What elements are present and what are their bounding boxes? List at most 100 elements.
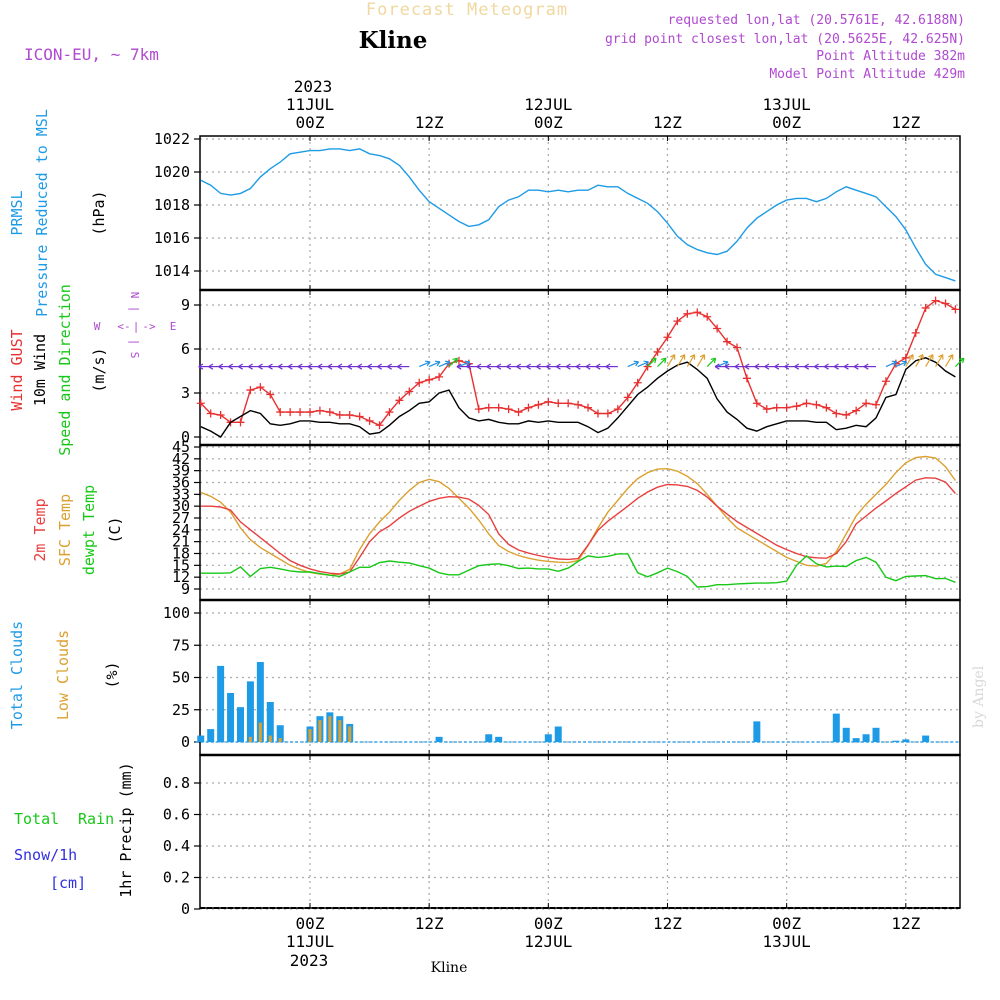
wind-gust-marker (514, 408, 523, 417)
wind-direction-arrowhead (938, 354, 944, 360)
ylabel-wind-gust: Wind GUST (8, 329, 26, 410)
wind-direction-arrowhead (327, 363, 333, 370)
wind-direction-arrowhead (387, 363, 392, 370)
wind-gust-marker (395, 396, 404, 405)
y-tick-label: 36 (172, 474, 190, 492)
ylabel-low-clouds: Low Clouds (54, 630, 72, 720)
pressure-line (200, 148, 956, 282)
wind-direction-arrowhead (679, 354, 686, 360)
wind-gust-marker (276, 408, 285, 417)
wind-gust-marker (574, 400, 583, 409)
ylabel-clouds-unit: (%) (103, 661, 121, 688)
wind-gust-marker (822, 403, 831, 412)
panel-frame (199, 135, 961, 291)
time-label-bottom-hour: 00Z (534, 914, 563, 933)
wind-direction-arrowhead (823, 363, 829, 370)
low-cloud-bar (308, 729, 312, 742)
wind-direction-arrowhead (297, 363, 303, 370)
time-label-top-hour: 00Z (534, 113, 563, 132)
wind-direction-arrowhead (660, 357, 667, 364)
total-cloud-bar (485, 734, 493, 742)
wind-direction-arrowhead (689, 354, 696, 360)
compass-arrow-left: <- (117, 320, 130, 333)
wind-direction-arrow (925, 354, 934, 367)
wind-gust-marker (564, 399, 573, 408)
wind-direction-arrowhead (754, 363, 760, 370)
wind-direction-arrowhead (218, 363, 224, 370)
y-tick-label: 25 (172, 701, 190, 719)
wind-direction-arrowhead (516, 363, 522, 370)
y-tick-label: 12 (172, 568, 190, 586)
credit-watermark: by Angel (971, 665, 987, 728)
wind-direction-arrowhead (228, 363, 234, 370)
total-cloud-bar (435, 736, 443, 742)
wind-direction-arrowhead (337, 363, 343, 370)
wind-gust-marker (653, 347, 662, 356)
compass-n: N (128, 292, 141, 299)
wind-gust-marker (613, 405, 622, 414)
time-label-top-hour: 00Z (772, 113, 801, 132)
y-tick-label: 45 (172, 438, 190, 456)
wind-gust-marker (504, 405, 513, 414)
ylabel-dewpt-temp: dewpt Temp (80, 485, 98, 575)
wind-direction-arrowhead (357, 363, 363, 370)
wind-gust-marker (266, 390, 275, 399)
compass-bar-bottom: | (128, 339, 141, 346)
wind-gust-marker (345, 411, 354, 419)
y-tick-label: 75 (172, 636, 190, 654)
wind-direction-arrow (647, 357, 657, 368)
wind-gust-marker (415, 378, 424, 387)
wind-direction-arrowhead (633, 360, 640, 367)
ylabel-2m-temp: 2m Temp (31, 498, 49, 561)
wind-direction-arrowhead (506, 363, 512, 370)
wind-direction-arrow (686, 354, 696, 367)
wind-direction-arrowhead (948, 354, 954, 360)
y-tick-label: 1018 (154, 196, 190, 214)
wind-direction-arrow (438, 361, 451, 368)
wind-direction-arrow (945, 354, 954, 367)
ylabel-total-clouds: Total Clouds (8, 621, 26, 729)
wind-direction-arrowhead (605, 363, 611, 370)
total-cloud-bar (922, 735, 930, 742)
wind-direction-arrow (895, 361, 907, 368)
label-rain: Rain (78, 810, 114, 828)
y-tick-label: 18 (172, 545, 190, 563)
y-tick-label: 15 (172, 556, 190, 574)
compass-bar-top: | (128, 306, 141, 313)
compass-s: S (128, 352, 141, 359)
wind-gust-marker (306, 408, 314, 417)
wind-direction-arrow (716, 361, 729, 368)
low-cloud-bar (328, 716, 332, 742)
total-cloud-bar (236, 707, 244, 742)
wind-direction-arrowhead (585, 363, 591, 370)
location-title: Kline (359, 27, 428, 54)
wind-gust-marker (286, 408, 295, 417)
ylabel-speed-direction: Speed and Direction (56, 284, 74, 456)
wind-direction-arrowhead (434, 360, 441, 367)
wind-gust-marker (435, 372, 444, 381)
wind-gust-marker (365, 416, 374, 425)
time-label-top-date: 12JUL (524, 95, 572, 114)
precip-panel: 0 0.2 0.4 0.6 0.8 (163, 754, 961, 918)
wind-gust-marker (802, 399, 811, 408)
chart-title: Forecast Meteogram (366, 0, 568, 20)
label-snow-unit: [cm] (50, 874, 86, 892)
wind-direction-arrowhead (555, 363, 561, 370)
wind-gust-marker (732, 343, 741, 352)
wind-gust-marker (921, 303, 930, 312)
wind-gust-marker (236, 418, 245, 427)
wind-gust-marker (951, 305, 960, 314)
wind-direction-arrowhead (843, 363, 849, 370)
wind-direction-arrowhead (476, 363, 482, 370)
total-cloud-bar (495, 736, 503, 742)
wind-direction-arrowhead (464, 360, 471, 367)
wind-direction-arrowhead (724, 363, 730, 370)
clouds-panel: 0 25 50 75 100 (163, 599, 961, 756)
y-tick-label: 24 (172, 521, 190, 539)
wind-gust-marker (584, 403, 593, 412)
wind-gust-marker (683, 309, 692, 318)
wind-gust-marker (474, 405, 483, 414)
ylabel-pressure-msl: Pressure Reduced to MSL (33, 109, 51, 317)
total-cloud-bar (227, 692, 235, 742)
